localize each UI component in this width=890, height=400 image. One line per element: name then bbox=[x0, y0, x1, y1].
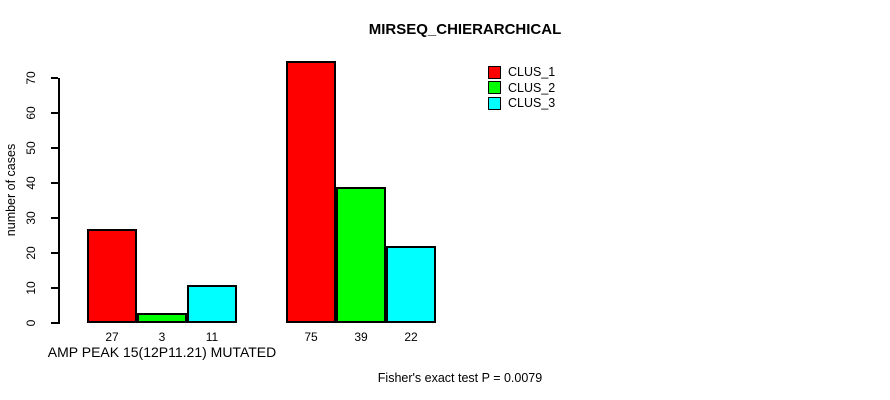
y-tick-mark bbox=[51, 252, 58, 254]
legend: CLUS_1 CLUS_2 CLUS_3 bbox=[488, 65, 555, 112]
legend-item-clus_2: CLUS_2 bbox=[488, 81, 555, 95]
bar-value-label: 75 bbox=[304, 330, 318, 344]
y-tick-label: 0 bbox=[24, 319, 38, 327]
chart-title: MIRSEQ_CHIERARCHICAL bbox=[368, 21, 562, 38]
y-tick-mark bbox=[51, 182, 58, 184]
y-tick-label: 60 bbox=[24, 106, 38, 120]
y-axis-line bbox=[58, 78, 60, 324]
legend-item-clus_3: CLUS_3 bbox=[488, 96, 555, 110]
bar-value-label: 27 bbox=[105, 330, 119, 344]
bar-value-label: 3 bbox=[158, 330, 166, 344]
bar-value-label: 22 bbox=[404, 330, 418, 344]
bar-value-label: 11 bbox=[205, 330, 219, 344]
y-tick-mark bbox=[51, 147, 58, 149]
y-tick-mark bbox=[51, 112, 58, 114]
y-tick-label: 10 bbox=[24, 281, 38, 295]
legend-swatch-icon bbox=[488, 65, 501, 79]
y-axis-title: number of cases bbox=[4, 143, 18, 237]
legend-swatch-icon bbox=[488, 81, 501, 94]
bar-clus_3-group1 bbox=[187, 284, 237, 323]
y-tick-label: 40 bbox=[24, 176, 38, 190]
bar-clus_1-group2 bbox=[286, 60, 336, 323]
bar-clus_2-group1 bbox=[137, 312, 187, 323]
fisher-test-annotation: Fisher's exact test P = 0.0079 bbox=[377, 371, 543, 385]
y-tick-label: 20 bbox=[24, 246, 38, 260]
y-tick-mark bbox=[51, 217, 58, 219]
y-tick-mark bbox=[51, 287, 58, 289]
legend-item-clus_1: CLUS_1 bbox=[488, 65, 555, 79]
bar-clus_1-group1 bbox=[87, 228, 137, 323]
legend-label: CLUS_1 bbox=[508, 65, 556, 79]
x-group-label: AMP PEAK 15(12P11.21) MUTATED bbox=[47, 344, 277, 360]
y-tick-mark bbox=[51, 77, 58, 79]
y-tick-label: 30 bbox=[24, 211, 38, 225]
legend-label: CLUS_2 bbox=[508, 80, 556, 95]
bar-value-label: 39 bbox=[354, 330, 368, 344]
bar-clus_3-group2 bbox=[386, 246, 436, 323]
y-tick-label: 50 bbox=[24, 141, 38, 155]
y-tick-mark bbox=[51, 322, 58, 324]
legend-label: CLUS_3 bbox=[508, 96, 556, 110]
y-tick-label: 70 bbox=[24, 71, 38, 85]
legend-swatch-icon bbox=[488, 96, 501, 110]
bar-clus_2-group2 bbox=[336, 186, 386, 323]
